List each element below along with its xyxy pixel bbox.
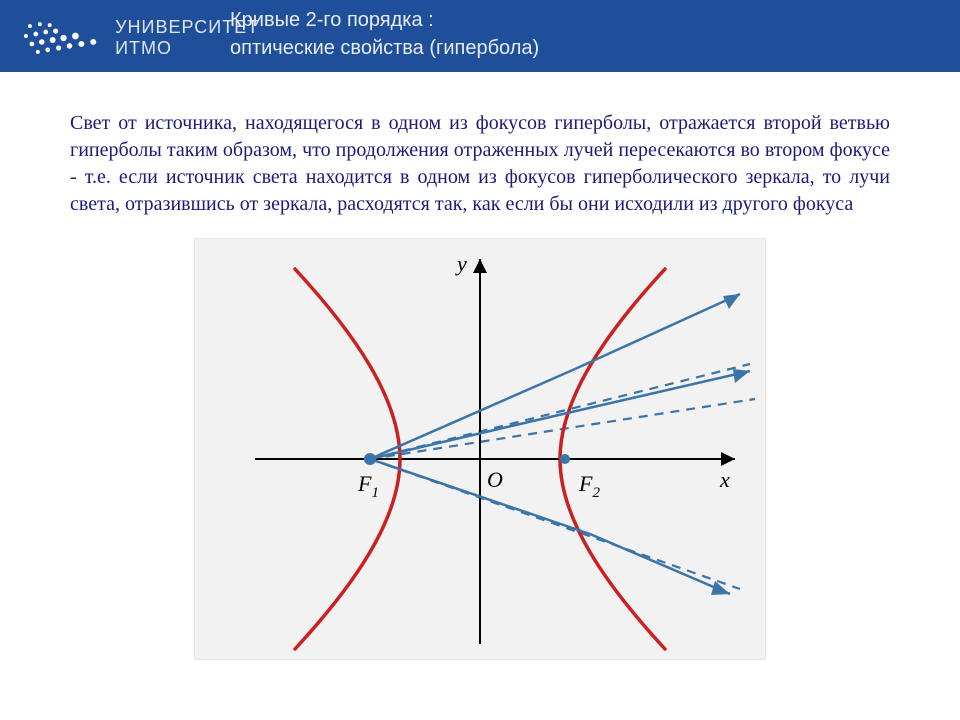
hyperbola-diagram: x y O F1 F2 <box>194 238 766 660</box>
axes <box>255 259 735 644</box>
logo-dots-icon <box>20 18 109 58</box>
header-bar: УНИВЕРСИТЕТ ИТМО Кривые 2-го порядка : о… <box>0 0 960 72</box>
description-paragraph: Свет от источника, находящегося в одном … <box>70 110 890 218</box>
figure-wrapper: x y O F1 F2 <box>70 238 890 660</box>
slide-title: Кривые 2-го порядка : оптические свойств… <box>230 6 539 62</box>
x-axis-label: x <box>719 467 730 492</box>
focus2-label: F2 <box>578 471 600 501</box>
reflected-rays <box>563 294 750 595</box>
focus1-label: F1 <box>357 471 379 501</box>
axis-labels: x y O F1 F2 <box>357 251 730 501</box>
slide-body: Свет от источника, находящегося в одном … <box>0 72 960 660</box>
y-axis-label: y <box>455 251 467 276</box>
origin-label: O <box>487 467 503 492</box>
title-line-2: оптические свойства (гипербола) <box>230 34 539 62</box>
title-line-1: Кривые 2-го порядка : <box>230 6 539 34</box>
